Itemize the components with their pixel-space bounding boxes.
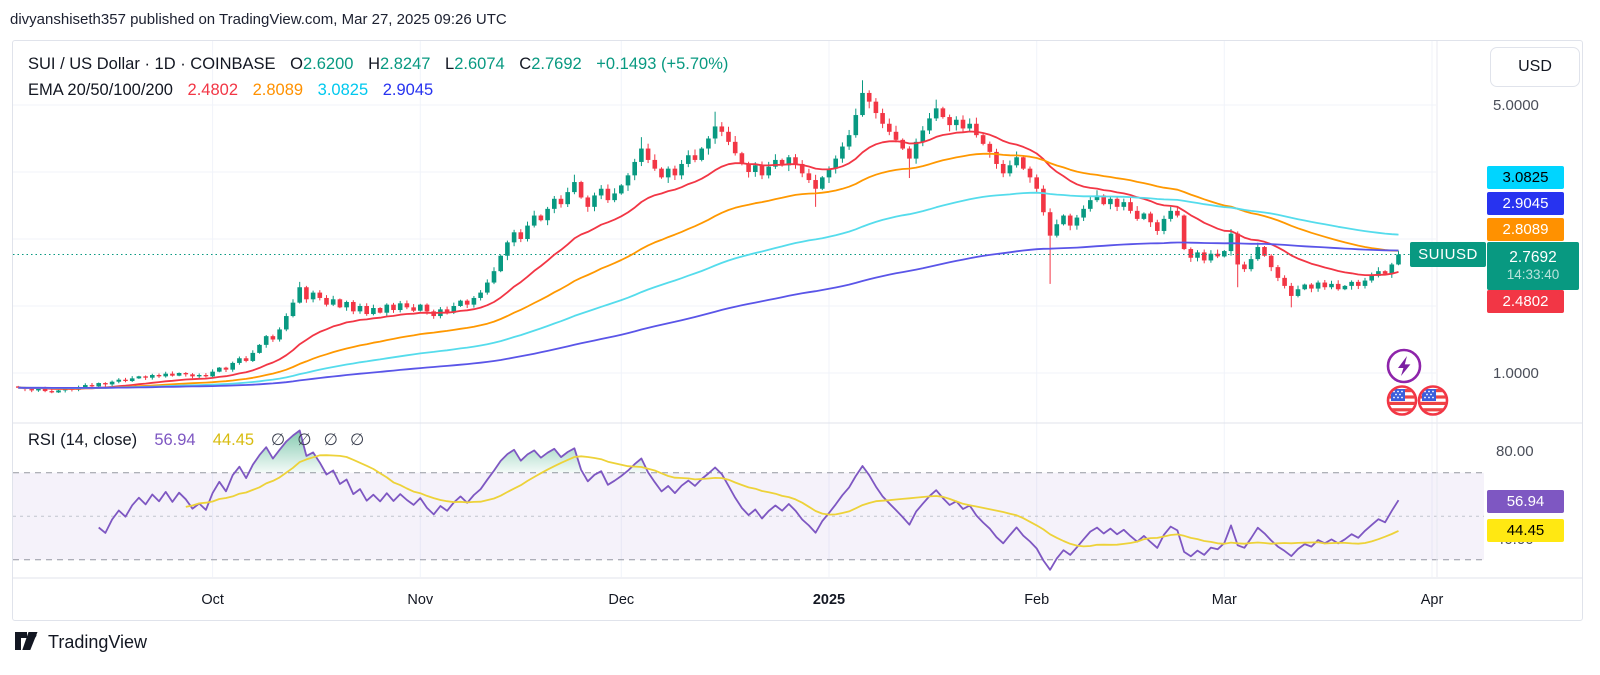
price-axis-label-1: 1.0000 (1493, 365, 1539, 382)
us-flag-icon-right (1417, 385, 1449, 416)
ema100-value: 3.0825 (317, 81, 369, 99)
ohlc-low-label: L (445, 55, 455, 73)
symbol-legend[interactable]: SUI / US Dollar · 1D · COINBASE O2.6200 … (28, 55, 728, 74)
ohlc-close-label: C (519, 55, 532, 73)
ema-price-badge: 2.4802 (1487, 290, 1564, 313)
ohlc-high-value: 2.8247 (379, 55, 431, 73)
last-price-badge: 2.7692 14:33:40 (1487, 242, 1579, 290)
rsi-ma-badge: 44.45 (1487, 519, 1564, 542)
rsi-axis-label-80: 80.00 (1496, 443, 1534, 460)
rsi-hidden-params: ∅ ∅ ∅ ∅ (259, 431, 365, 449)
ema-price-badge: 2.9045 (1487, 192, 1564, 215)
tradingview-logo-icon (15, 632, 38, 650)
rsi-value: 56.94 (154, 431, 196, 449)
last-price-value: 2.7692 (1509, 248, 1557, 266)
time-axis-label: Nov (407, 592, 434, 608)
ema-label: EMA 20/50/100/200 (28, 81, 173, 99)
us-flag-icon-left (1386, 385, 1418, 416)
ema200-value: 2.9045 (382, 81, 434, 99)
time-axis-label: Oct (201, 592, 224, 608)
rsi-label: RSI (14, close) (28, 431, 138, 449)
ema-price-badge: 2.8089 (1487, 218, 1564, 241)
lightning-icon[interactable] (1383, 345, 1427, 389)
time-axis-label: Feb (1024, 592, 1050, 608)
time-axis-label: 2025 (812, 592, 846, 608)
ema50-value: 2.8089 (252, 81, 304, 99)
ema-legend[interactable]: EMA 20/50/100/200 2.4802 2.8089 3.0825 2… (28, 81, 433, 100)
empty-set-icon: ∅ (349, 431, 365, 449)
ema20-value: 2.4802 (187, 81, 239, 99)
tradingview-wordmark: TradingView (48, 632, 148, 652)
us-flag-icons[interactable] (1384, 383, 1452, 419)
symbol-price-tag: SUIUSD (1410, 242, 1486, 267)
time-axis-label: Dec (608, 592, 635, 608)
price-axis-label-5: 5.0000 (1493, 97, 1539, 114)
ohlc-high-label: H (368, 55, 380, 73)
ohlc-open-value: 2.6200 (303, 55, 354, 73)
symbol-title: SUI / US Dollar · 1D · COINBASE (28, 55, 276, 73)
change-value: +0.1493 (+5.70%) (596, 55, 729, 73)
ohlc-close-value: 2.7692 (531, 55, 582, 73)
rsi-legend[interactable]: RSI (14, close) 56.94 44.45 ∅ ∅ ∅ ∅ (28, 430, 364, 450)
ema-price-badge: 3.0825 (1487, 166, 1564, 189)
empty-set-icon: ∅ (297, 431, 312, 449)
publish-header: divyanshiseth357 published on TradingVie… (10, 11, 507, 28)
chart-canvas[interactable] (12, 40, 1583, 621)
empty-set-icon: ∅ (323, 431, 338, 449)
rsi-ma-value: 44.45 (212, 431, 255, 449)
bar-countdown: 14:33:40 (1506, 267, 1560, 283)
ohlc-low-value: 2.6074 (454, 55, 505, 73)
ohlc-open-label: O (290, 55, 303, 73)
time-axis-label: Mar (1211, 592, 1237, 608)
tradingview-attribution[interactable]: TradingView (14, 631, 147, 654)
time-axis-label: Apr (1420, 592, 1444, 608)
empty-set-icon: ∅ (270, 431, 286, 449)
rsi-value-badge: 56.94 (1487, 490, 1564, 513)
currency-toggle-button[interactable]: USD (1490, 47, 1580, 87)
chart-card (12, 40, 1583, 621)
